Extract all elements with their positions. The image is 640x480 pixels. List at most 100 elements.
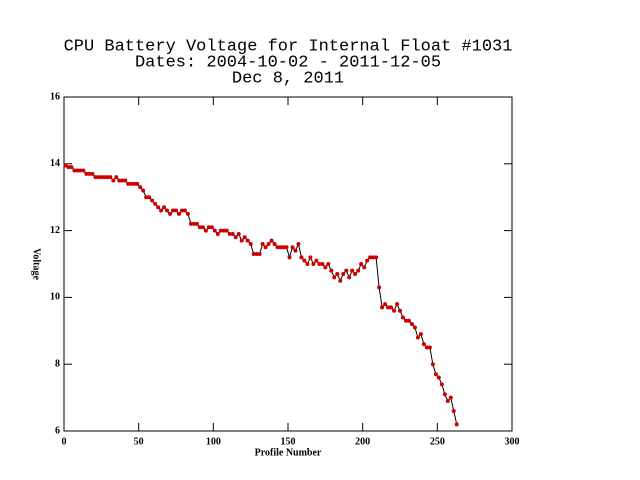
data-point [290, 245, 295, 250]
data-point [353, 272, 358, 277]
data-point [305, 262, 310, 266]
data-point [377, 285, 382, 290]
data-point [123, 178, 128, 183]
x-axis-label: Profile Number [255, 447, 322, 458]
data-point [147, 195, 152, 200]
data-point [311, 262, 316, 266]
x-tick-label: 0 [62, 436, 67, 447]
data-point [323, 265, 328, 270]
data-point [99, 175, 104, 180]
data-point [168, 211, 173, 216]
data-point [398, 308, 402, 313]
data-point [263, 245, 268, 250]
data-point [227, 231, 232, 236]
data-point [427, 345, 432, 350]
data-point [156, 205, 161, 210]
data-point [293, 248, 298, 253]
data-point [406, 318, 411, 323]
data-point [153, 201, 158, 206]
data-point [66, 165, 71, 170]
data-point [72, 168, 77, 173]
plot-frame [63, 96, 513, 432]
data-point [200, 225, 205, 230]
data-point [174, 208, 178, 213]
data-point [182, 208, 187, 213]
data-point [365, 258, 370, 263]
data-point [114, 175, 119, 180]
data-point [347, 275, 352, 280]
y-tick-label: 10 [50, 292, 60, 303]
data-point [317, 262, 322, 266]
y-tick-label: 14 [50, 158, 60, 169]
x-tick-label: 150 [281, 436, 296, 447]
data-point [395, 302, 400, 307]
data-point [111, 178, 116, 183]
data-point [332, 275, 337, 280]
data-point [212, 228, 217, 233]
data-point [436, 375, 441, 380]
data-point [242, 235, 247, 240]
data-point [75, 168, 80, 173]
data-point [272, 241, 277, 246]
data-point [368, 255, 373, 260]
x-tick-label: 200 [355, 436, 370, 447]
data-point [260, 241, 265, 246]
data-point [386, 305, 391, 310]
data-point [248, 241, 253, 246]
data-point [418, 332, 423, 337]
chart-subtitle: Dates: 2004-10-02 - 2011-12-05 [135, 53, 441, 72]
data-line [65, 165, 458, 425]
data-point [308, 255, 313, 260]
data-point [374, 255, 379, 260]
data-point [209, 225, 214, 230]
data-point [141, 188, 146, 193]
data-point [129, 181, 134, 186]
data-point [221, 228, 226, 233]
data-point [389, 305, 394, 310]
data-point [87, 171, 92, 176]
data-point [90, 171, 95, 176]
data-point [409, 322, 414, 327]
y-tick-label: 12 [50, 225, 60, 236]
x-tick-label: 300 [505, 436, 520, 447]
data-point [185, 211, 190, 216]
data-point [371, 255, 376, 260]
data-point [194, 221, 199, 226]
data-point [445, 398, 450, 403]
data-point [338, 278, 343, 283]
y-tick-label: 6 [55, 425, 60, 436]
data-point [126, 181, 131, 186]
data-point [320, 262, 325, 266]
data-point [335, 272, 340, 277]
data-point [383, 302, 388, 307]
data-point [302, 258, 307, 263]
data-point [239, 238, 244, 243]
data-point [257, 251, 262, 256]
data-point [159, 208, 164, 213]
data-point [188, 221, 193, 226]
data-point [63, 163, 68, 168]
data-point [93, 175, 98, 180]
data-point [403, 318, 408, 323]
data-point [251, 251, 256, 256]
data-point [415, 335, 420, 340]
data-point [350, 268, 355, 273]
data-point [69, 165, 74, 170]
data-point [275, 245, 280, 250]
data-point [84, 171, 89, 176]
data-point [430, 362, 435, 367]
data-point [433, 372, 438, 377]
data-point [329, 268, 334, 273]
data-point [454, 422, 459, 427]
data-point [150, 198, 155, 203]
data-point [380, 305, 385, 310]
data-point [341, 272, 346, 277]
data-point [215, 231, 220, 236]
data-point [108, 175, 113, 180]
data-point [451, 408, 456, 413]
x-tick-label: 100 [206, 436, 221, 447]
data-point [344, 268, 349, 273]
data-point [269, 238, 274, 243]
data-point [400, 315, 405, 320]
data-point [176, 211, 181, 216]
